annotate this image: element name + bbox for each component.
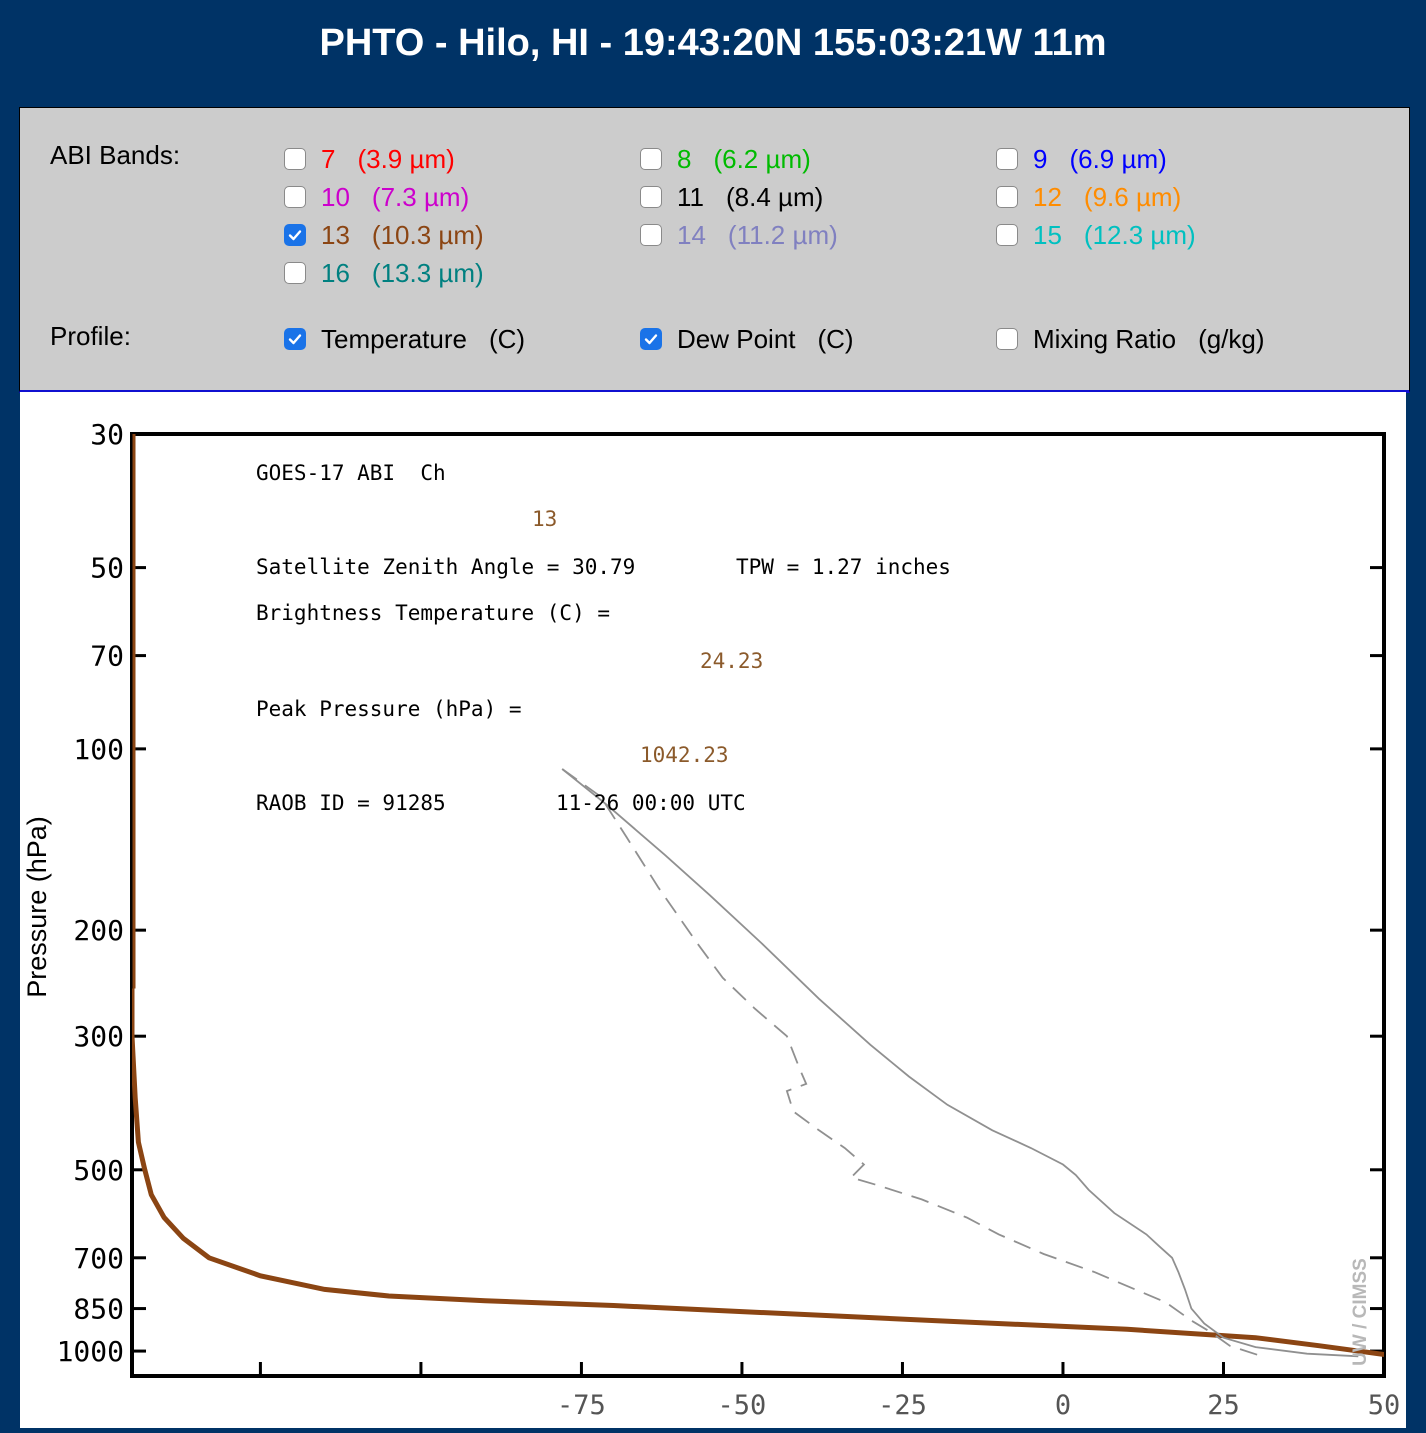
band-number: 14 xyxy=(677,219,706,250)
chart-area: 30 50 70 100 200 300 500 700 850 1000 -75 -50 -25 0 2… xyxy=(20,392,1406,1428)
band-number: 8 xyxy=(677,143,692,174)
watermark: UW / CIMSS xyxy=(1350,1258,1371,1366)
profile-unit: (C) xyxy=(817,323,854,354)
series-weighting-line xyxy=(132,988,1384,1357)
profile-checkbox-temperature[interactable] xyxy=(284,328,306,350)
y-tick-label: 100 xyxy=(73,733,124,766)
annotation-instrument: GOES-17 ABI Ch xyxy=(256,461,446,485)
annotation-bt-value: 24.23 xyxy=(700,649,763,673)
band-option-14[interactable]: 14 (11.2 µm) xyxy=(640,220,838,250)
annotation-pp-label: Peak Pressure (hPa) = xyxy=(256,697,522,721)
band-wavelength: (9.6 µm) xyxy=(1083,181,1182,212)
y-tick-label: 50 xyxy=(90,552,124,585)
profile-option-dew-point[interactable]: Dew Point (C) xyxy=(640,324,854,354)
annotation-pp-value: 1042.23 xyxy=(640,743,729,767)
band-wavelength: (3.9 µm) xyxy=(357,143,455,174)
profile-checkbox-dew-point[interactable] xyxy=(640,328,662,350)
band-checkbox-8[interactable] xyxy=(640,148,662,170)
profile-unit: (C) xyxy=(488,323,526,354)
weighting-function-chart: 30 50 70 100 200 300 500 700 850 1000 -75 -50 -25 0 2… xyxy=(22,418,1401,1421)
profile-option-mixing-ratio[interactable]: Mixing Ratio (g/kg) xyxy=(996,324,1265,354)
band-checkbox-9[interactable] xyxy=(996,148,1018,170)
profile-label: Profile: xyxy=(50,321,131,351)
annotation-zenith: Satellite Zenith Angle = 30.79 xyxy=(256,555,635,579)
x-tick-label: -50 xyxy=(718,1390,767,1421)
x-tick-label: 25 xyxy=(1207,1390,1240,1421)
band-option-15[interactable]: 15 (12.3 µm) xyxy=(996,220,1196,250)
band-option-11[interactable]: 11 (8.4 µm) xyxy=(640,182,823,212)
band-number: 10 xyxy=(321,181,350,212)
band-number: 13 xyxy=(321,219,350,250)
band-option-9[interactable]: 9 (6.9 µm) xyxy=(996,144,1167,174)
y-tick-label: 200 xyxy=(73,914,124,947)
band-option-12[interactable]: 12 (9.6 µm) xyxy=(996,182,1181,212)
band-checkbox-11[interactable] xyxy=(640,186,662,208)
y-tick-label: 30 xyxy=(90,418,124,451)
band-wavelength: (6.2 µm) xyxy=(713,143,811,174)
controls-panel: ABI Bands: Profile: 7 (3.9 µm) 8 (6.2 µm) 9 (… xyxy=(19,107,1410,393)
annotation-tpw: TPW = 1.27 inches xyxy=(736,555,951,579)
band-wavelength: (7.3 µm) xyxy=(371,181,470,212)
profile-checkbox-mixing-ratio[interactable] xyxy=(996,328,1018,350)
band-wavelength: (12.3 µm) xyxy=(1083,219,1196,250)
series-temperature-line xyxy=(561,768,1359,1358)
page-title: PHTO - Hilo, HI - 19:43:20N 155:03:21W 1… xyxy=(319,22,1107,64)
band-checkbox-12[interactable] xyxy=(996,186,1018,208)
y-tick-label: 500 xyxy=(73,1154,124,1187)
band-checkbox-7[interactable] xyxy=(284,148,306,170)
y-tick-label: 300 xyxy=(73,1020,124,1053)
band-wavelength: (11.2 µm) xyxy=(727,219,838,250)
y-tick-label: 850 xyxy=(73,1293,124,1326)
band-number: 11 xyxy=(677,181,704,212)
band-option-8[interactable]: 8 (6.2 µm) xyxy=(640,144,811,174)
band-option-13[interactable]: 13 (10.3 µm) xyxy=(284,220,484,250)
y-tick-label: 70 xyxy=(90,640,124,673)
profile-unit: (g/kg) xyxy=(1198,323,1265,354)
band-wavelength: (13.3 µm) xyxy=(371,257,484,288)
band-number: 16 xyxy=(321,257,350,288)
annotation-raob: RAOB ID = 91285 xyxy=(256,791,446,815)
abi-bands-label: ABI Bands: xyxy=(50,140,181,170)
band-checkbox-16[interactable] xyxy=(284,262,306,284)
y-tick-label: 1000 xyxy=(57,1335,124,1368)
profile-option-temperature[interactable]: Temperature (C) xyxy=(284,324,525,354)
band-number: 15 xyxy=(1033,219,1062,250)
band-option-16[interactable]: 16 (13.3 µm) xyxy=(284,258,484,288)
band-number: 12 xyxy=(1033,181,1062,212)
x-tick-label: -75 xyxy=(557,1390,606,1421)
plot-frame xyxy=(130,432,1386,1378)
annotation-bt-label: Brightness Temperature (C) = xyxy=(256,601,610,625)
x-tick-label: 0 xyxy=(1055,1390,1071,1421)
band-number: 9 xyxy=(1033,143,1048,174)
profile-label-text: Dew Point xyxy=(677,323,796,354)
band-wavelength: (8.4 µm) xyxy=(726,181,824,212)
series-dewpoint-line xyxy=(561,768,1263,1358)
band-checkbox-15[interactable] xyxy=(996,224,1018,246)
band-checkbox-10[interactable] xyxy=(284,186,306,208)
y-axis-label: Pressure (hPa) xyxy=(22,816,52,998)
y-tick-label: 700 xyxy=(73,1242,124,1275)
x-tick-label: 50 xyxy=(1368,1390,1401,1421)
band-checkbox-14[interactable] xyxy=(640,224,662,246)
band-option-10[interactable]: 10 (7.3 µm) xyxy=(284,182,469,212)
annotation-time: 11-26 00:00 UTC xyxy=(556,791,746,815)
band-number: 7 xyxy=(321,143,336,174)
band-wavelength: (10.3 µm) xyxy=(371,219,484,250)
band-checkbox-13[interactable] xyxy=(284,224,306,246)
profile-label-text: Mixing Ratio xyxy=(1033,323,1177,354)
profile-label-text: Temperature xyxy=(321,323,467,354)
band-wavelength: (6.9 µm) xyxy=(1069,143,1167,174)
annotation-channel: 13 xyxy=(532,507,557,531)
band-option-7[interactable]: 7 (3.9 µm) xyxy=(284,144,455,174)
x-tick-label: -25 xyxy=(878,1390,927,1421)
